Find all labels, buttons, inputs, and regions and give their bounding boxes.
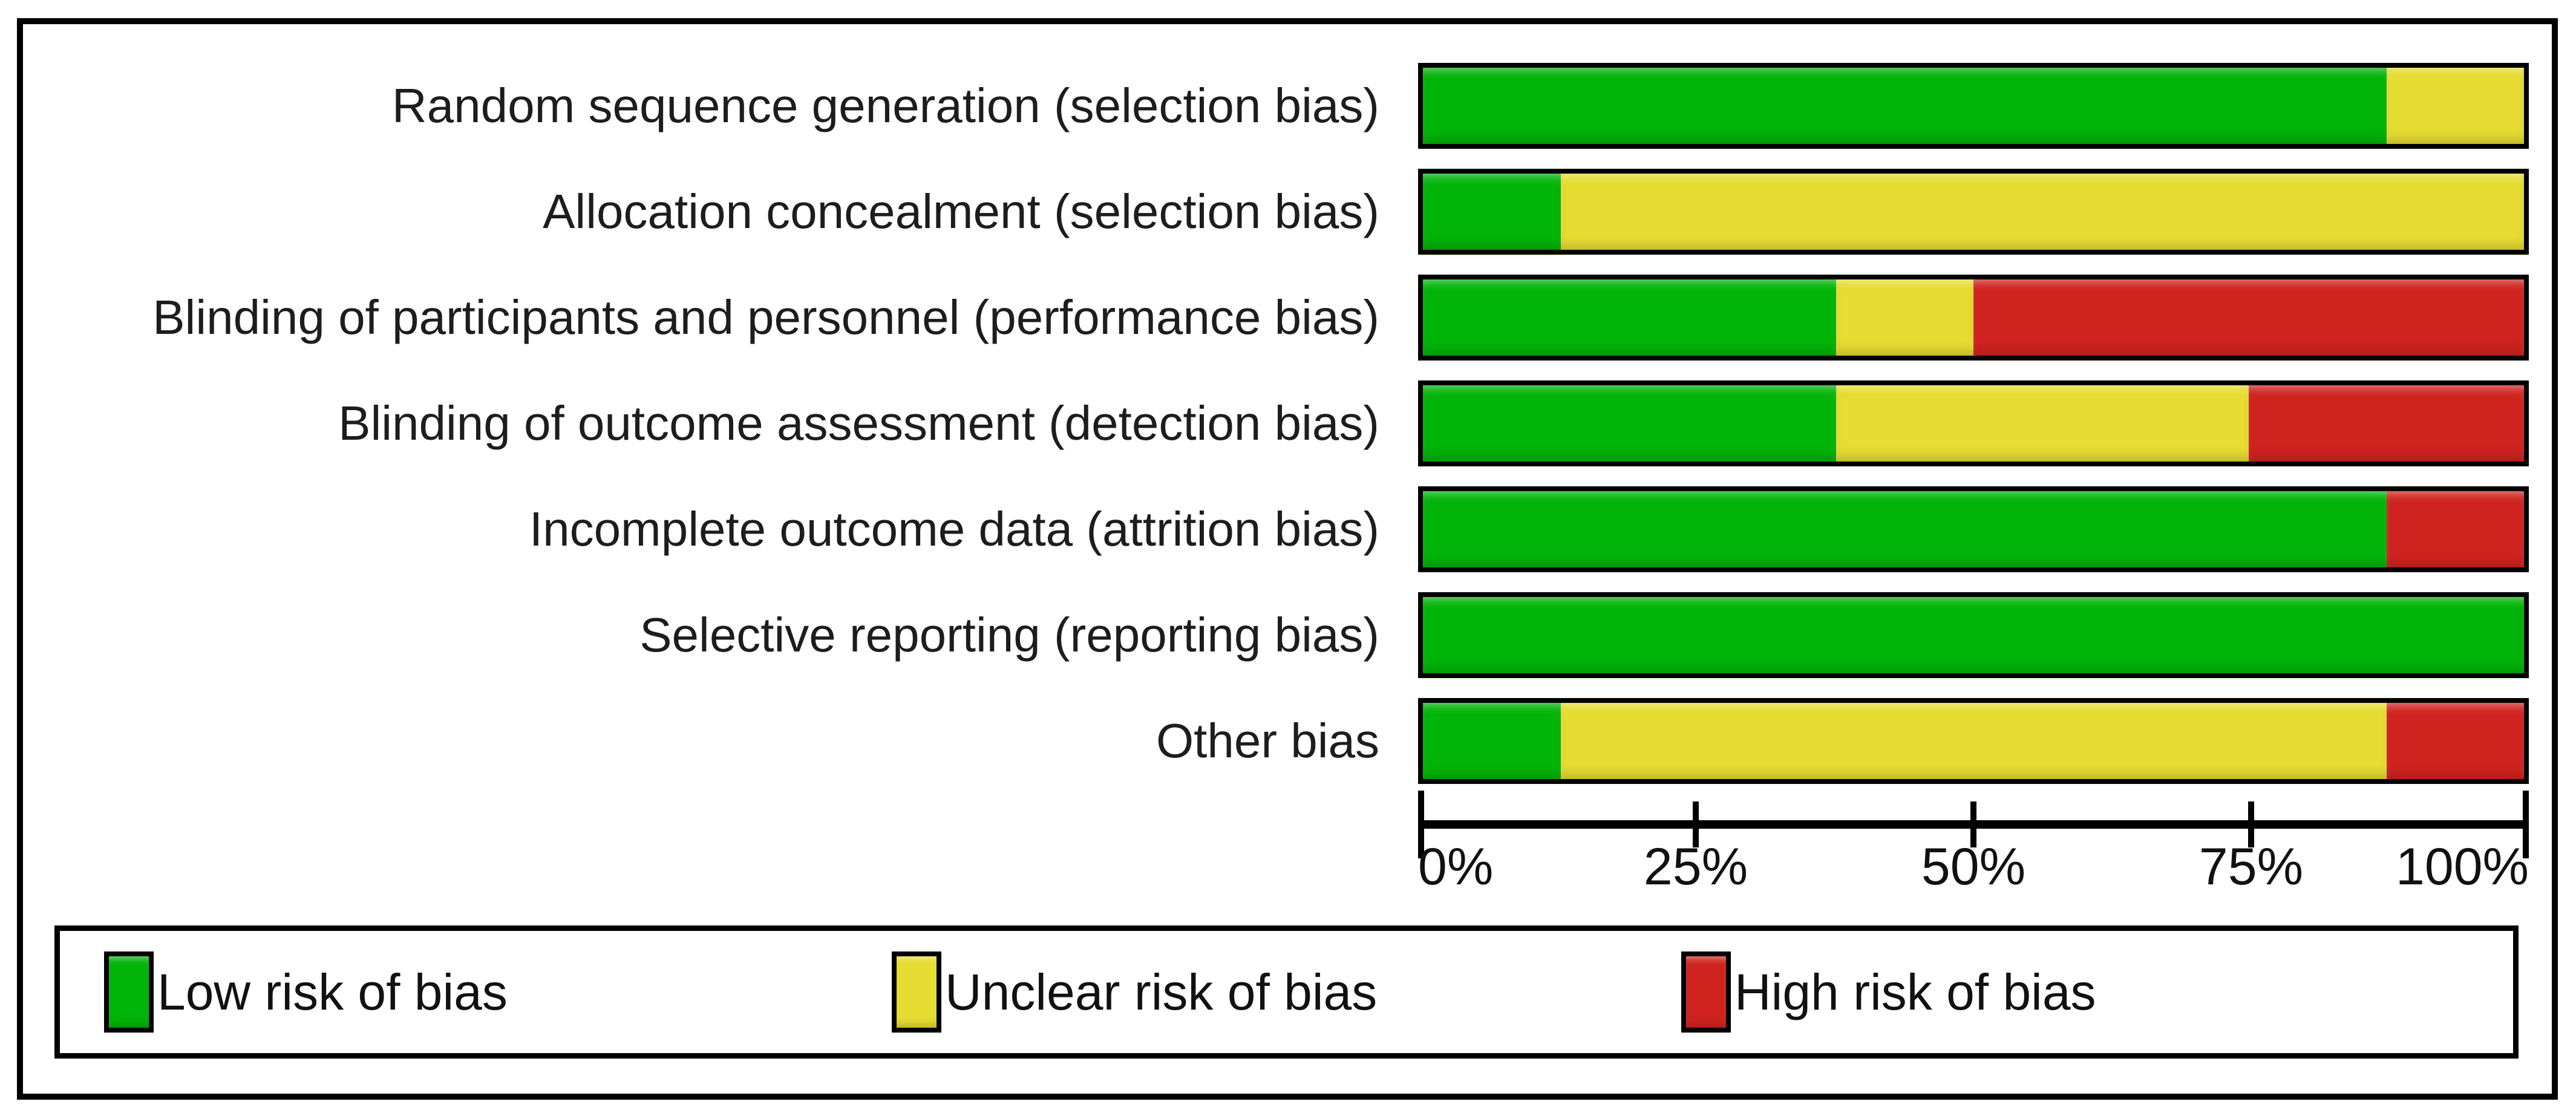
category-label: Random sequence generation (selection bi…: [391, 79, 1379, 132]
chart-row: Selective reporting (reporting bias): [0, 592, 2529, 678]
axis-tick: [2248, 801, 2254, 847]
stacked-bar: [1418, 275, 2529, 361]
legend-item: High risk of bias: [1681, 931, 2096, 1053]
bar-segment-high-risk: [2249, 385, 2524, 462]
legend-swatch-low-risk: [104, 951, 154, 1033]
chart-row: Blinding of outcome assessment (detectio…: [0, 380, 2529, 466]
bar-segment-low-risk: [1423, 703, 1561, 779]
axis-tick: [1418, 791, 1424, 858]
bar-segment-unclear-risk: [1560, 703, 2387, 779]
category-label: Allocation concealment (selection bias): [543, 184, 1379, 238]
bar-segment-low-risk: [1423, 174, 1561, 250]
stacked-bar: [1418, 380, 2529, 466]
axis-tick-label: 75%: [2198, 838, 2304, 896]
legend-label: Unclear risk of bias: [945, 963, 1378, 1020]
axis-tick: [2523, 791, 2529, 858]
bar-segment-unclear-risk: [1560, 174, 2524, 250]
axis-tick: [1970, 801, 1976, 847]
risk-of-bias-bar-chart: Random sequence generation (selection bi…: [0, 63, 2529, 804]
category-label: Other bias: [1156, 714, 1379, 768]
bar-segment-high-risk: [2386, 491, 2524, 567]
category-label: Blinding of outcome assessment (detectio…: [338, 396, 1379, 450]
chart-row: Random sequence generation (selection bi…: [0, 63, 2529, 149]
legend-item: Unclear risk of bias: [892, 931, 1377, 1053]
legend-label: Low risk of bias: [157, 963, 508, 1020]
bar-segment-low-risk: [1423, 68, 2387, 144]
stacked-bar: [1418, 592, 2529, 678]
x-axis: [1418, 791, 2529, 858]
chart-row: Allocation concealment (selection bias): [0, 169, 2529, 255]
stacked-bar: [1418, 486, 2529, 572]
chart-row: Other bias: [0, 698, 2529, 784]
axis-tick-label: 0%: [1418, 838, 1494, 896]
chart-row: Incomplete outcome data (attrition bias): [0, 486, 2529, 572]
stacked-bar: [1418, 698, 2529, 784]
bar-segment-high-risk: [1973, 279, 2524, 356]
bar-segment-low-risk: [1423, 385, 1836, 462]
bar-segment-low-risk: [1423, 279, 1836, 356]
axis-tick: [1693, 801, 1699, 847]
stacked-bar: [1418, 169, 2529, 255]
bar-segment-unclear-risk: [1836, 385, 2249, 462]
axis-tick-label: 25%: [1643, 838, 1748, 896]
category-label: Selective reporting (reporting bias): [639, 608, 1379, 662]
stacked-bar: [1418, 63, 2529, 149]
axis-tick-label: 50%: [1921, 838, 2026, 896]
legend-label: High risk of bias: [1734, 963, 2096, 1020]
bar-segment-low-risk: [1423, 597, 2524, 673]
chart-row: Blinding of participants and personnel (…: [0, 275, 2529, 361]
legend-item: Low risk of bias: [104, 931, 508, 1053]
axis-tick-label: 100%: [2396, 838, 2529, 896]
legend-box: Low risk of bias Unclear risk of bias High…: [54, 925, 2519, 1059]
bar-segment-unclear-risk: [2386, 68, 2524, 144]
bar-segment-unclear-risk: [1836, 279, 1973, 356]
category-label: Incomplete outcome data (attrition bias): [529, 502, 1379, 556]
legend-swatch-unclear-risk: [892, 951, 941, 1033]
bar-segment-low-risk: [1423, 491, 2387, 567]
legend-swatch-high-risk: [1681, 951, 1731, 1033]
bar-segment-high-risk: [2386, 703, 2524, 779]
x-axis-labels: 0% 25% 50% 75% 100%: [1418, 838, 2529, 899]
category-label: Blinding of participants and personnel (…: [152, 290, 1379, 344]
